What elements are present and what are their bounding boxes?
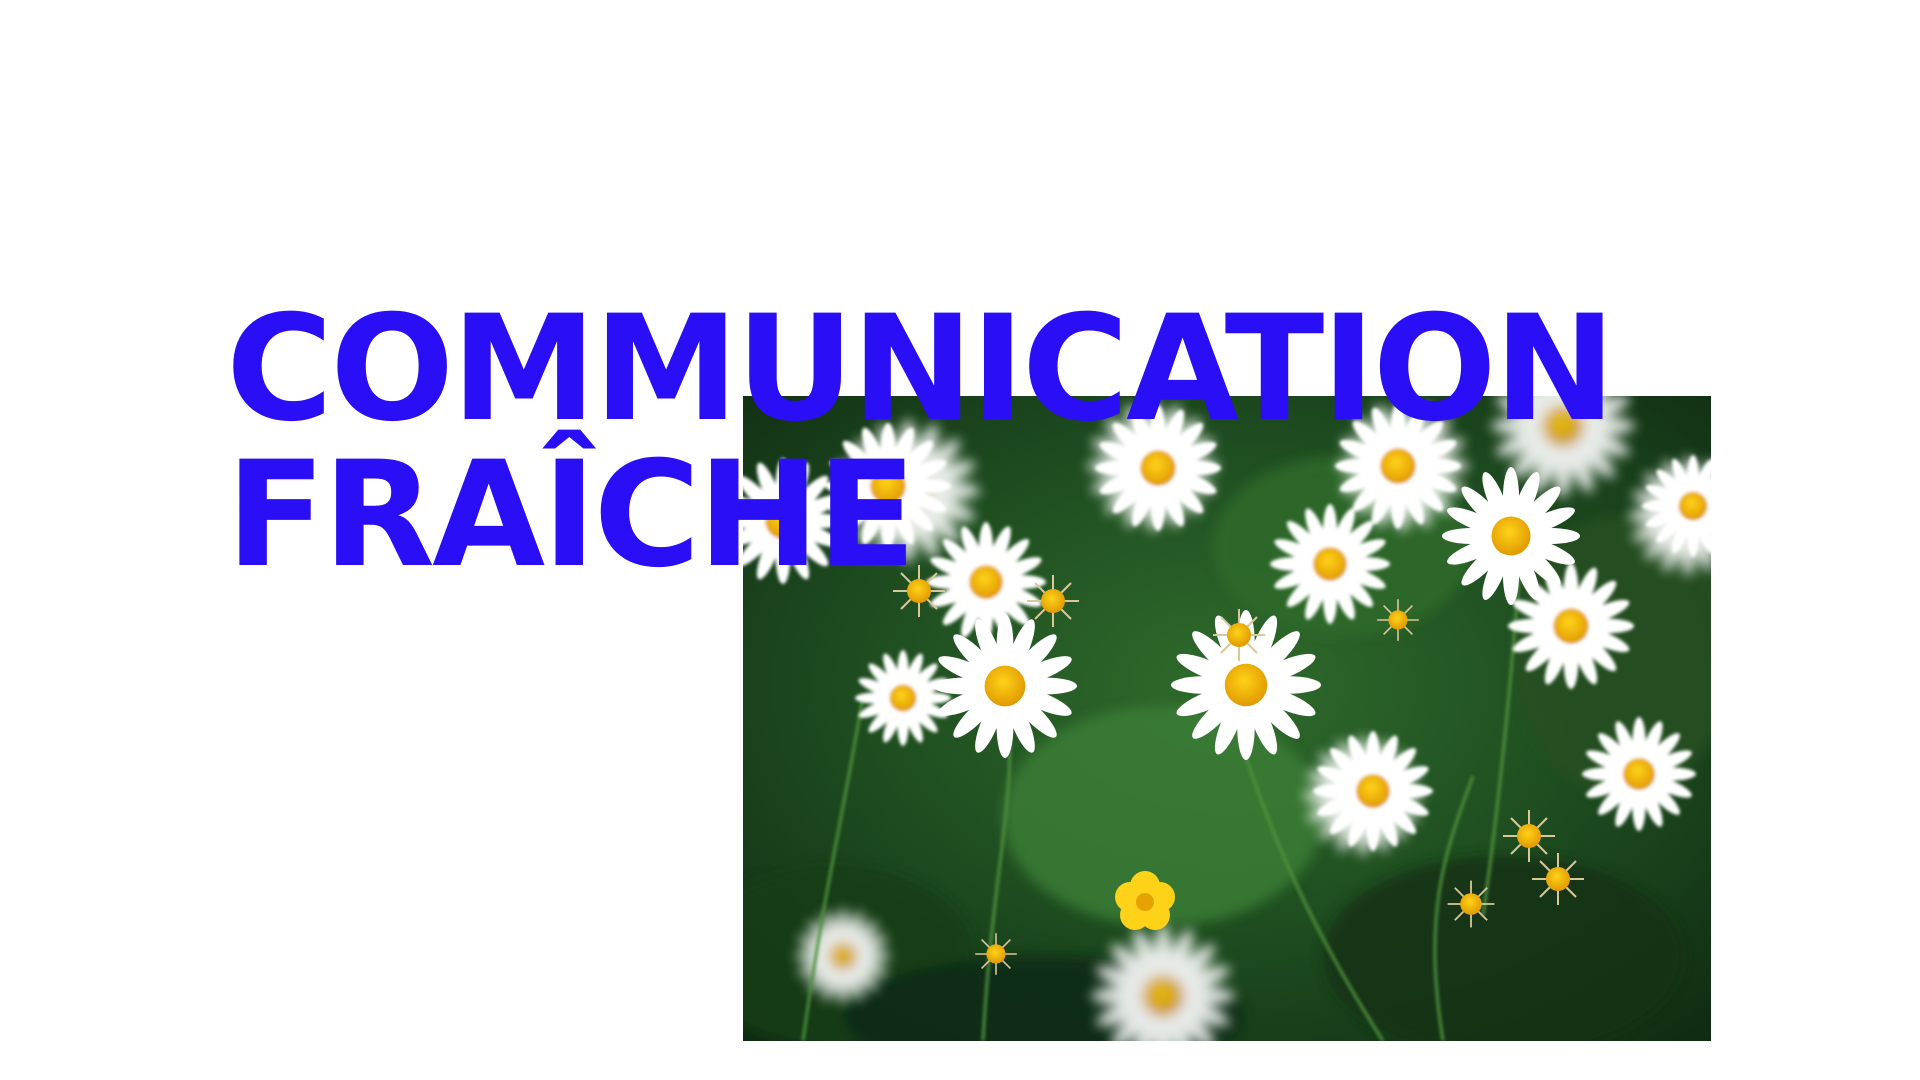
daisy-field-illustration bbox=[743, 396, 1711, 1041]
daisy-field-photo bbox=[743, 396, 1711, 1041]
headline-line-1: COMMUNICATION bbox=[226, 284, 1616, 454]
headline-line-2: FRAÎCHE bbox=[226, 430, 917, 600]
headline: COMMUNICATION FRAÎCHE bbox=[226, 284, 1616, 600]
